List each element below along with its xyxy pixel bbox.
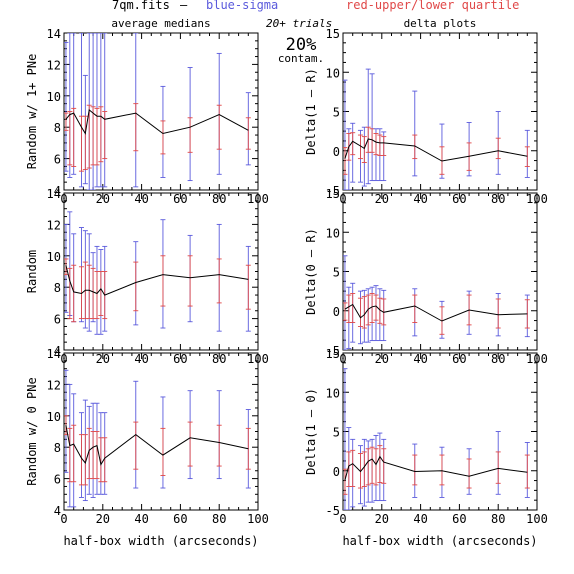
x-axis-label-left: half-box width (arcseconds) — [63, 534, 258, 548]
y-tick-label: 5 — [333, 106, 340, 120]
y-tick-label: 14 — [47, 187, 61, 201]
plot-data — [343, 68, 530, 190]
x-tick-label: 40 — [413, 512, 427, 526]
x-axis-label-right: half-box width (arcseconds) — [342, 534, 537, 548]
plot-data — [343, 255, 530, 350]
plot-data — [343, 368, 530, 510]
y-tick-label: 15 — [326, 187, 340, 201]
y-tick-label: 10 — [47, 90, 61, 104]
x-tick-label: 0 — [339, 512, 346, 526]
y-tick-label: -5 — [326, 184, 340, 198]
median-line — [344, 455, 528, 481]
y-tick-label: 4 — [54, 184, 61, 198]
y-tick-label: 10 — [47, 250, 61, 264]
y-tick-label: 8 — [54, 281, 61, 295]
y-axis-label: Delta(1 – R) — [304, 68, 318, 155]
y-tick-label: 0 — [333, 145, 340, 159]
y-tick-label: 15 — [326, 347, 340, 361]
header-dash: – — [180, 0, 188, 12]
x-tick-label: 80 — [491, 512, 505, 526]
y-axis-label: Delta(0 – R) — [304, 228, 318, 315]
median-line — [344, 138, 528, 162]
y-tick-label: 6 — [54, 313, 61, 327]
y-tick-label: 0 — [333, 465, 340, 479]
y-axis-label: Random w/ 0 PNe — [25, 377, 39, 485]
y-tick-label: 8 — [54, 441, 61, 455]
y-tick-label: 4 — [54, 344, 61, 358]
y-axis-label: Random — [25, 250, 39, 293]
y-tick-label: 0 — [333, 305, 340, 319]
x-tick-label: 20 — [375, 512, 389, 526]
y-axis-label: Random w/ 1+ PNe — [25, 54, 39, 170]
y-tick-label: 10 — [326, 226, 340, 240]
plot-data — [64, 369, 251, 508]
y-tick-label: -5 — [326, 344, 340, 358]
y-tick-label: 10 — [326, 386, 340, 400]
left-column-title: average medians — [111, 17, 210, 30]
x-tick-label: 20 — [96, 512, 110, 526]
right-column-title: delta plots — [404, 17, 477, 30]
median-line — [344, 303, 528, 322]
panel-avg-0pne: 0 20 40 60 80 100 4 6 8 10 12 14 Random w/ 0 PNe — [25, 347, 269, 526]
y-tick-label: 15 — [326, 27, 340, 41]
median-line — [65, 265, 249, 296]
y-tick-label: 10 — [47, 410, 61, 424]
y-tick-label: 12 — [47, 58, 61, 72]
y-tick-label: 5 — [333, 426, 340, 440]
quartile-legend-label: red-upper/lower quartile — [346, 0, 519, 12]
y-tick-label: 6 — [54, 153, 61, 167]
y-tick-label: 5 — [333, 266, 340, 280]
contamination-value: 20% — [286, 35, 317, 55]
median-line — [65, 425, 249, 466]
y-tick-label: 4 — [54, 504, 61, 518]
plot-data — [64, 211, 251, 335]
x-tick-label: 0 — [60, 512, 67, 526]
x-tick-label: 60 — [173, 512, 187, 526]
y-tick-label: 6 — [54, 473, 61, 487]
x-tick-label: 100 — [526, 512, 548, 526]
x-tick-label: 80 — [212, 512, 226, 526]
y-tick-label: 14 — [47, 27, 61, 41]
y-axis-label: Delta(1 – 0) — [304, 388, 318, 475]
sigma-legend-label: blue-sigma — [206, 0, 278, 12]
plot-data — [64, 33, 251, 190]
x-tick-label: 100 — [247, 512, 269, 526]
y-tick-label: 14 — [47, 347, 61, 361]
contamination-label: contam. — [278, 52, 324, 65]
y-tick-label: 12 — [47, 218, 61, 232]
y-tick-label: 10 — [326, 66, 340, 80]
y-tick-label: -5 — [326, 504, 340, 518]
x-tick-label: 60 — [452, 512, 466, 526]
file-label: 7qm.fits — [112, 0, 170, 12]
trials-label: 20+ trials — [266, 17, 332, 30]
median-line — [65, 108, 249, 135]
y-tick-label: 12 — [47, 378, 61, 392]
x-tick-label: 40 — [134, 512, 148, 526]
y-tick-label: 8 — [54, 121, 61, 135]
